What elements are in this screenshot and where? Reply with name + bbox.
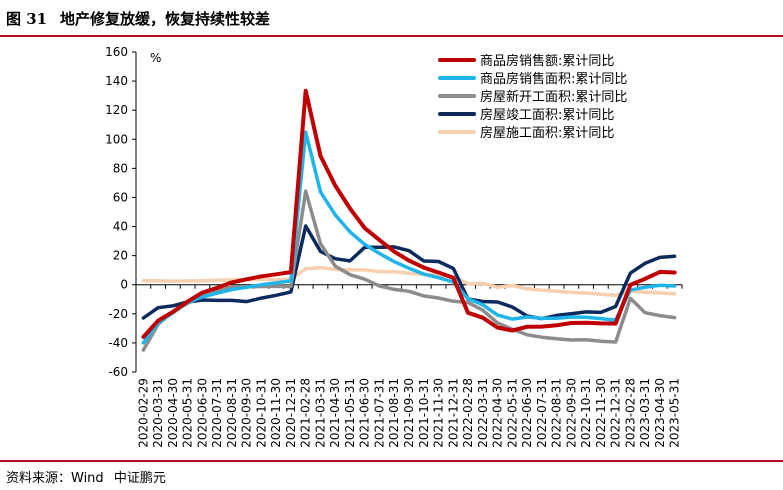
x-tick-label: 2023-02-28 [623,378,637,448]
x-tick-label: 2022-07-31 [535,378,549,448]
series-line [141,88,677,339]
series-line [141,265,677,297]
y-tick-label: -20 [108,307,128,321]
x-tick-label: 2020-02-29 [136,378,150,448]
x-tick-label: 2021-03-31 [313,378,327,448]
x-tick-label: 2020-12-31 [284,378,298,448]
legend-label: 商品房销售额:累计同比 [480,53,614,69]
x-tick-label: 2022-08-31 [550,378,564,448]
source-label: 资料来源：Wind [6,471,104,486]
x-tick-label: 2022-03-31 [476,378,490,448]
y-tick-label: 160 [105,45,128,59]
x-tick-label: 2021-05-31 [343,378,357,448]
x-axis: 2020-02-29 2020-03-31 2020-04-30 2020-05-31… [135,284,683,448]
x-tick-label: 2021-12-31 [446,378,460,448]
y-tick-label: 100 [105,132,128,146]
figure-number: 图 31 [6,10,48,28]
x-tick-label: 2021-07-31 [372,378,386,448]
legend: 商品房销售额:累计同比商品房销售面积:累计同比房屋新开工面积:累计同比房屋竣工面… [438,53,627,141]
figure-title: 地产修复放缓，恢复持续性较差 [60,10,271,28]
x-tick-label: 2020-03-31 [151,378,165,448]
x-tick-label: 2021-08-31 [387,378,401,448]
x-tick-label: 2023-04-30 [653,378,667,448]
unit-label: % [150,51,161,65]
x-tick-label: 2021-06-30 [358,378,372,448]
x-tick-label: 2021-10-31 [417,378,431,448]
y-tick-label: 40 [113,220,128,234]
x-tick-label: 2021-09-30 [402,378,416,448]
x-tick-label: 2021-11-30 [432,378,446,448]
y-tick-label: 60 [113,190,128,204]
series-line [141,189,677,352]
x-tick-label: 2020-04-30 [166,378,180,448]
figure-header: 图 31 地产修复放缓，恢复持续性较差 [0,0,783,36]
y-tick-label: 0 [120,278,128,292]
x-tick-label: 2022-10-31 [579,378,593,448]
x-tick-label: 2020-06-30 [195,378,209,448]
x-tick-label: 2022-05-31 [505,378,519,448]
x-tick-label: 2021-04-30 [328,378,342,448]
x-tick-label: 2020-10-31 [254,378,268,448]
x-tick-label: 2020-11-30 [269,378,283,448]
y-tick-label: 20 [113,249,128,263]
x-tick-label: 2020-05-31 [181,378,195,448]
x-tick-label: 2020-09-30 [240,378,254,448]
x-tick-label: 2022-04-30 [491,378,505,448]
x-tick-label: 2022-12-31 [609,378,623,448]
x-tick-label: 2023-05-31 [668,378,682,448]
series-line [141,130,677,345]
series-layer [141,88,677,352]
series-line [141,224,677,321]
bottom-rule [0,460,783,462]
x-tick-label: 2022-09-30 [564,378,578,448]
legend-label: 房屋施工面积:累计同比 [480,125,614,141]
source-org: 中证鹏元 [113,471,166,486]
x-tick-label: 2020-08-31 [225,378,239,448]
top-rule [0,35,783,37]
x-tick-label: 2022-06-30 [520,378,534,448]
legend-label: 商品房销售面积:累计同比 [480,71,627,87]
x-tick-label: 2023-03-31 [638,378,652,448]
y-axis: -60 -40 -20 0 20 40 60 80 100 120 140 160 [105,45,137,379]
y-tick-label: -60 [108,365,128,379]
line-chart: -60 -40 -20 0 20 40 60 80 100 120 140 160 2020-02-2… [105,45,683,448]
y-tick-label: 120 [105,103,128,117]
y-tick-label: -40 [108,336,128,350]
x-tick-label: 2022-11-30 [594,378,608,448]
x-tick-label: 2020-07-31 [210,378,224,448]
source-note: 资料来源：Wind 中证鹏元 [6,467,172,486]
x-tick-label: 2021-02-28 [299,378,313,448]
legend-label: 房屋新开工面积:累计同比 [480,89,627,105]
y-tick-label: 80 [113,161,128,175]
legend-label: 房屋竣工面积:累计同比 [480,107,614,123]
x-tick-label: 2022-02-28 [461,378,475,448]
y-tick-label: 140 [105,74,128,88]
